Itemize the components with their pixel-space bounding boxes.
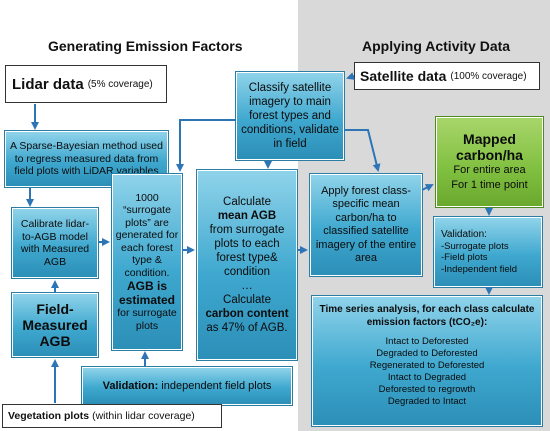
timeseries-item: Intact to Deforested: [385, 336, 469, 347]
mapped-line1: Mapped: [463, 131, 516, 147]
vegetation-plots-box: Vegetation plots (within lidar coverage): [2, 404, 222, 428]
field-measured-line1: Field-: [36, 301, 74, 317]
arrow-satellite-to-classify: [346, 72, 355, 80]
surrogate-for-plots: for surrogate plots: [117, 307, 177, 332]
satellite-title: Satellite data: [360, 68, 447, 84]
calculate-agb-box: Calculate mean AGB from surrogate plots …: [197, 170, 297, 360]
satellite-data-box: Satellite data (100% coverage): [354, 62, 540, 90]
validation-left-rest: independent field plots: [161, 379, 272, 392]
timeseries-item: Regenerated to Deforested: [369, 360, 485, 371]
apply-text: Apply forest class-specific mean carbon/…: [315, 184, 417, 265]
satellite-coverage: (100% coverage): [450, 70, 527, 82]
arrow-classify-to-surrogate: [176, 119, 236, 172]
calc-carbon-content: carbon content: [205, 308, 289, 320]
lidar-title: Lidar data: [12, 75, 84, 93]
right-heading: Applying Activity Data: [362, 38, 511, 54]
timeseries-item: Deforested to regrowth: [378, 384, 476, 395]
validation-right-item: -Field plots: [441, 252, 488, 263]
classify-text: Classify satellite imagery to main fores…: [241, 82, 339, 150]
calc-post: as 47% of AGB.: [206, 322, 288, 334]
surrogate-agb-estimated: AGB is estimated: [118, 279, 176, 308]
validation-right-box: Validation: -Surrogate plots -Field plot…: [434, 217, 542, 287]
calc-pre2: Calculate: [223, 294, 271, 306]
apply-carbon-box: Apply forest class-specific mean carbon/…: [310, 174, 422, 276]
validation-independent-box: Validation: independent field plots: [82, 367, 292, 405]
timeseries-title: Time series analysis, for each class cal…: [319, 304, 535, 328]
arrow-classify-to-apply: [344, 129, 381, 172]
mapped-carbon-box: Mapped carbon/ha For entire area For 1 t…: [436, 117, 543, 207]
validation-right-item: -Surrogate plots: [441, 240, 509, 252]
calc-pre: Calculate: [223, 196, 271, 208]
time-series-box: Time series analysis, for each class cal…: [312, 296, 542, 426]
calc-mid: from surrogate plots to each forest type…: [209, 224, 285, 278]
lidar-coverage: (5% coverage): [87, 78, 153, 90]
vegetation-rest: (within lidar coverage): [92, 410, 195, 422]
surrogate-plots-box: 1000 “surrogate plots” are generated for…: [112, 174, 182, 350]
timeseries-item: Intact to Degraded: [387, 372, 467, 383]
surrogate-count: 1000: [135, 191, 159, 204]
field-measured-agb-box: Field- Measured AGB: [12, 293, 98, 357]
arrow-apply-to-mapped: [421, 184, 434, 192]
mapped-line4: For 1 time point: [451, 179, 528, 191]
calc-mean-agb: mean AGB: [217, 210, 277, 222]
mapped-line2: carbon/ha: [456, 147, 523, 163]
validation-left-title: Validation:: [102, 379, 159, 392]
timeseries-item: Degraded to Deforested: [376, 348, 478, 359]
left-heading: Generating Emission Factors: [48, 38, 243, 54]
lidar-data-box: Lidar data (5% coverage): [5, 65, 167, 103]
calc-dots: …: [241, 280, 253, 292]
mapped-line3: For entire area: [453, 164, 526, 176]
field-measured-line2: Measured: [22, 317, 88, 333]
calibrate-text: Calibrate lidar-to-AGB model with Measur…: [20, 218, 90, 268]
vegetation-title: Vegetation plots: [8, 410, 90, 422]
validation-right-title: Validation:: [441, 229, 487, 240]
calibrate-box: Calibrate lidar-to-AGB model with Measur…: [12, 208, 98, 278]
classify-imagery-box: Classify satellite imagery to main fores…: [236, 72, 344, 160]
field-measured-line3: AGB: [39, 333, 71, 349]
validation-right-item: -Independent field: [441, 263, 518, 275]
timeseries-item: Degraded to Intact: [387, 396, 467, 407]
surrogate-desc: “surrogate plots” are generated for each…: [115, 204, 179, 279]
